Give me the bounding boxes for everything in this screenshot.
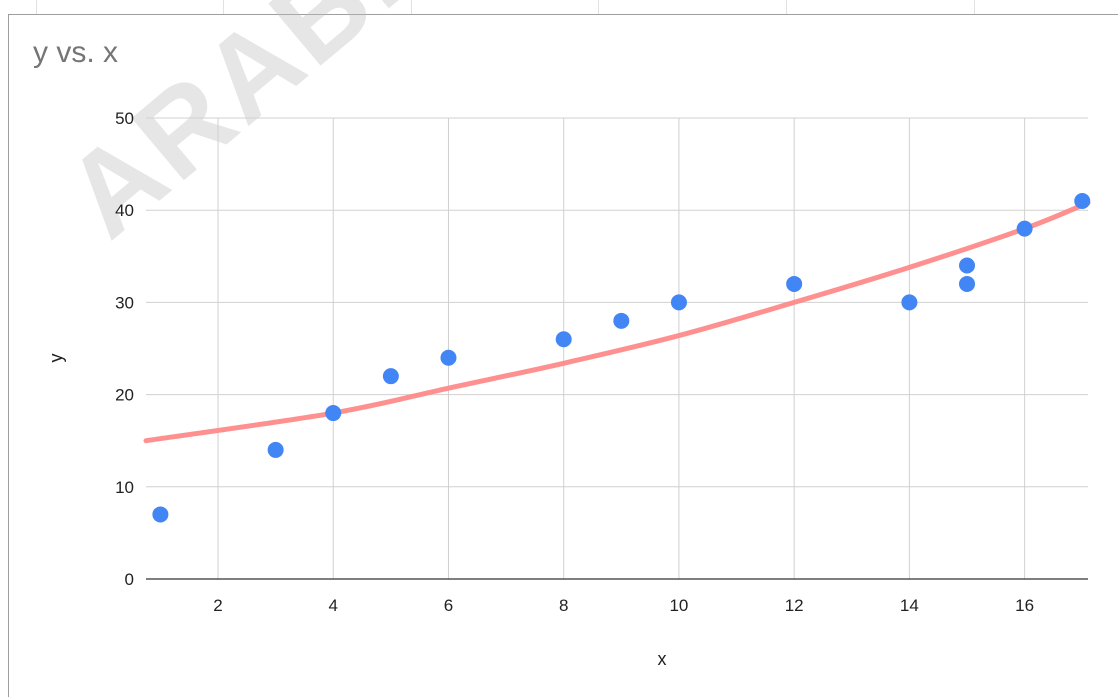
sheet-gridline: [974, 0, 975, 14]
sheet-gridline: [786, 0, 787, 14]
data-point: [382, 368, 399, 385]
y-tick-label: 40: [115, 201, 134, 220]
x-tick-label: 10: [669, 596, 688, 615]
x-tick-label: 14: [900, 596, 919, 615]
y-tick-label: 50: [115, 109, 134, 128]
data-point: [1074, 192, 1091, 209]
x-tick-label: 8: [559, 596, 568, 615]
sheet-gridline: [223, 0, 224, 14]
x-tick-label: 12: [785, 596, 804, 615]
sheet-gridline: [36, 0, 37, 14]
y-axis-title: y: [46, 354, 66, 363]
data-point: [325, 405, 342, 422]
data-point: [901, 294, 918, 311]
sheet-gridline: [598, 0, 599, 14]
chart-frame[interactable]: [8, 14, 1118, 697]
y-tick-label: 20: [115, 386, 134, 405]
data-point: [152, 506, 169, 523]
sheet-gridline: [411, 0, 412, 14]
x-tick-label: 2: [213, 596, 222, 615]
data-point: [1016, 220, 1033, 237]
data-point: [786, 275, 803, 292]
data-point: [670, 294, 687, 311]
y-tick-label: 10: [115, 478, 134, 497]
data-point: [613, 312, 630, 329]
x-tick-label: 16: [1015, 596, 1034, 615]
data-point: [440, 349, 457, 366]
data-point: [959, 275, 976, 292]
x-tick-label: 6: [444, 596, 453, 615]
x-tick-label: 4: [329, 596, 338, 615]
data-point: [555, 331, 572, 348]
y-tick-label: 0: [125, 570, 134, 589]
trendline: [143, 200, 1091, 444]
data-point: [267, 441, 284, 458]
chart-title: y vs. x: [33, 36, 119, 69]
x-axis-title: x: [658, 649, 667, 669]
y-tick-label: 30: [115, 293, 134, 312]
data-point: [959, 257, 976, 274]
